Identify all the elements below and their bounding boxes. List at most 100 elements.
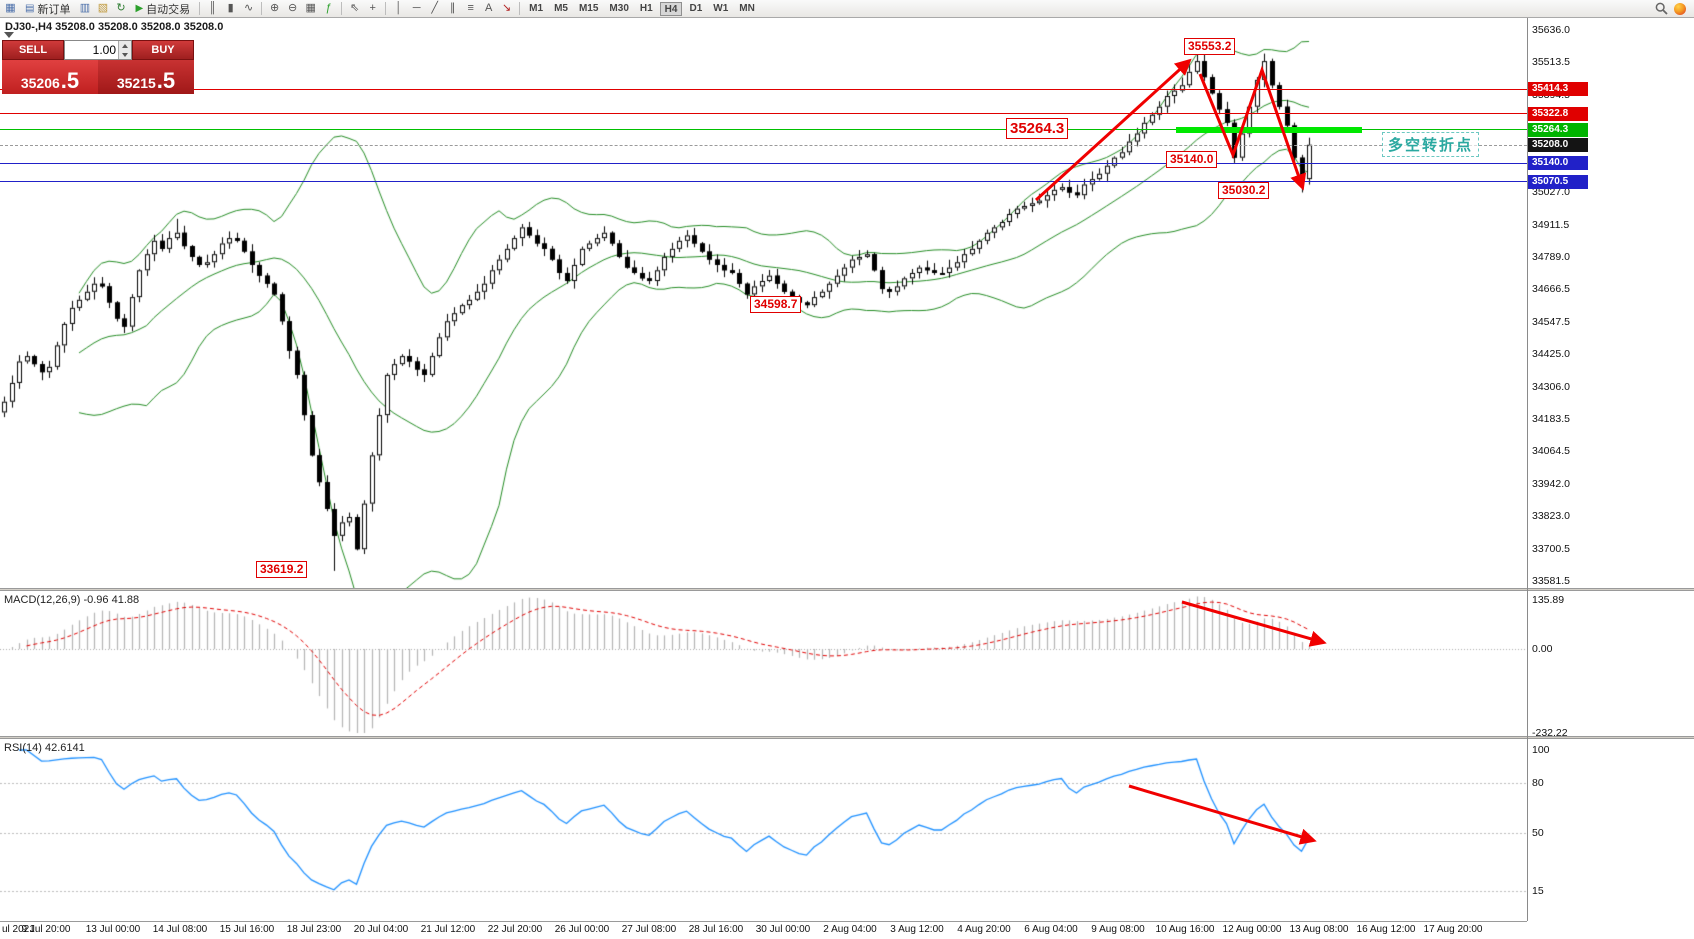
- volume-input[interactable]: [65, 41, 118, 59]
- level-line[interactable]: [0, 88, 1527, 90]
- cursor-icon[interactable]: ⇖: [350, 2, 360, 14]
- fibonacci-icon[interactable]: ≡: [467, 2, 474, 14]
- refresh-icon[interactable]: ↻: [116, 2, 126, 14]
- community-icon[interactable]: [1674, 2, 1686, 15]
- price-annotation[interactable]: 34598.7: [750, 296, 802, 313]
- zoom-out-icon[interactable]: ⊖: [288, 2, 298, 14]
- search-icon[interactable]: [1655, 2, 1668, 15]
- x-axis-label: 4 Aug 20:00: [957, 924, 1011, 935]
- timeframe-w1[interactable]: W1: [713, 2, 729, 14]
- x-axis-label: 21 Jul 12:00: [420, 924, 476, 935]
- x-axis-label: 6 Aug 04:00: [1024, 924, 1078, 935]
- timeframe-m5[interactable]: M5: [554, 2, 568, 14]
- timeframe-m1[interactable]: M1: [529, 2, 544, 14]
- x-axis-label: 22 Jul 20:00: [487, 924, 543, 935]
- horizontal-line-icon[interactable]: ─: [412, 2, 421, 14]
- zoom-in-icon[interactable]: ⊕: [270, 2, 280, 14]
- rsi-panel-canvas[interactable]: [0, 739, 1527, 921]
- line-chart-icon[interactable]: ∿: [244, 2, 254, 14]
- price-tag: 35264.3: [1528, 122, 1588, 137]
- price-annotation[interactable]: 35553.2: [1184, 38, 1236, 55]
- x-axis-label: 14 Jul 08:00: [152, 924, 208, 935]
- vertical-line-icon[interactable]: │: [395, 2, 403, 14]
- new-order-button-icon: ▤: [25, 3, 35, 14]
- volume-down-arrow[interactable]: [119, 50, 131, 59]
- y-axis-label: 34547.5: [1532, 315, 1570, 328]
- timeframe-h4[interactable]: H4: [659, 1, 683, 16]
- price-annotation[interactable]: 33619.2: [256, 561, 308, 578]
- bar-chart-icon[interactable]: ║: [208, 2, 217, 14]
- trendline-icon[interactable]: ╱: [431, 2, 438, 14]
- y-axis-label: 35027.0: [1532, 186, 1570, 199]
- toolbar-separator: [261, 2, 263, 15]
- panel-splitter[interactable]: [0, 736, 1694, 739]
- indicators-icon[interactable]: ƒ: [325, 2, 332, 14]
- arrow-marker-icon[interactable]: ↘: [502, 2, 512, 14]
- y-axis-label: 34789.0: [1532, 250, 1570, 263]
- channel-icon[interactable]: ∥: [449, 2, 456, 14]
- level-line[interactable]: [0, 129, 1527, 131]
- level-line[interactable]: [0, 162, 1527, 164]
- rsi-scale-label: 80: [1532, 777, 1544, 790]
- macd-scale-label: 135.89: [1532, 594, 1565, 606]
- y-axis-label: 34425.0: [1532, 348, 1570, 361]
- y-axis-label: 34911.5: [1532, 218, 1570, 231]
- chart-window-icon[interactable]: ▦: [5, 2, 16, 14]
- sell-price[interactable]: 35206 .5: [2, 60, 98, 94]
- volume-up-arrow[interactable]: [119, 41, 131, 50]
- buy-price[interactable]: 35215 .5: [98, 60, 194, 94]
- timeframe-d1[interactable]: D1: [689, 2, 703, 14]
- candle-chart-icon[interactable]: ▮: [227, 2, 234, 14]
- level-line[interactable]: [0, 181, 1527, 183]
- x-axis-label: 18 Jul 23:00: [286, 924, 342, 935]
- toolbar-separator: [199, 2, 201, 15]
- x-axis-label: 12 Aug 00:00: [1222, 924, 1282, 935]
- macd-scale-label: -232.22: [1532, 727, 1568, 739]
- timeframe-mn[interactable]: MN: [739, 2, 755, 14]
- y-axis-label: 33581.5: [1532, 575, 1570, 588]
- time-axis[interactable]: [0, 921, 1527, 939]
- level-line[interactable]: [0, 113, 1527, 115]
- x-axis-label: 2 Aug 04:00: [823, 924, 877, 935]
- one-click-collapse-arrow[interactable]: [4, 32, 14, 38]
- new-order-button[interactable]: ▤ 新订单: [25, 3, 71, 16]
- turning-point-note[interactable]: 多空转折点: [1382, 132, 1480, 157]
- y-axis-label: 35513.5: [1532, 56, 1570, 69]
- timeframe-m15[interactable]: M15: [578, 2, 599, 14]
- panel-splitter[interactable]: [0, 588, 1694, 591]
- tile-windows-icon[interactable]: ▦: [305, 2, 316, 14]
- buy-button[interactable]: BUY: [132, 40, 194, 60]
- toolbar-separator: [519, 2, 521, 15]
- y-axis-label: 34306.0: [1532, 380, 1570, 393]
- price-annotation[interactable]: 35264.3: [1006, 118, 1069, 139]
- autotrading-button[interactable]: ▶ 自动交易: [135, 3, 191, 16]
- x-axis-label: 10 Aug 16:00: [1155, 924, 1215, 935]
- macd-panel-canvas[interactable]: [0, 591, 1527, 736]
- timeframe-h1[interactable]: H1: [639, 2, 653, 14]
- sell-price-fraction: .5: [60, 68, 80, 93]
- x-axis-label: 9 Jul 20:00: [21, 924, 71, 935]
- y-axis-label: 34064.5: [1532, 445, 1570, 458]
- crosshair-icon[interactable]: +: [369, 2, 376, 14]
- y-axis-label: 34183.5: [1532, 413, 1570, 426]
- y-axis-label: 33700.5: [1532, 542, 1570, 555]
- price-annotation[interactable]: 35030.2: [1218, 182, 1270, 199]
- price-annotation[interactable]: 35140.0: [1166, 151, 1218, 168]
- profiles-icon[interactable]: ▧: [97, 2, 109, 14]
- thick-support-line[interactable]: [1176, 126, 1362, 133]
- volume-control: [64, 40, 132, 60]
- toolbar-separator: [385, 2, 387, 15]
- text-icon[interactable]: A: [484, 2, 493, 14]
- x-axis-label: 15 Jul 16:00: [219, 924, 275, 935]
- timeframe-m30[interactable]: M30: [609, 2, 629, 14]
- sell-button[interactable]: SELL: [2, 40, 64, 60]
- x-axis-label: 27 Jul 08:00: [621, 924, 677, 935]
- rsi-scale-label: 50: [1532, 827, 1544, 839]
- rsi-label: RSI(14) 42.6141: [4, 742, 85, 754]
- current-price-line: [0, 144, 1527, 146]
- buy-price-fraction: .5: [156, 68, 176, 93]
- new-chart-icon[interactable]: ▥: [79, 2, 91, 14]
- x-axis-label: 13 Jul 00:00: [85, 924, 141, 935]
- one-click-trading-panel: SELL BUY 35206 .5 35215 .5: [2, 40, 194, 94]
